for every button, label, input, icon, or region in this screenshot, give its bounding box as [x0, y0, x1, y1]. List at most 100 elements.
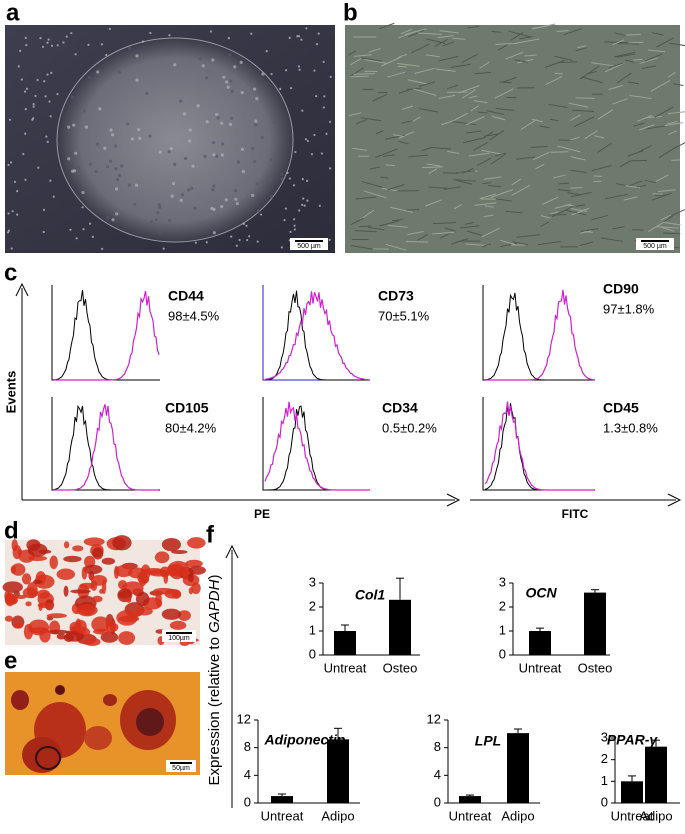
cell	[348, 50, 357, 56]
cell	[367, 226, 385, 231]
stain	[15, 594, 27, 600]
cell	[69, 228, 72, 231]
cell	[392, 218, 403, 222]
cell	[490, 189, 514, 199]
cell	[575, 97, 595, 99]
cell	[516, 156, 536, 160]
cell	[245, 224, 248, 227]
cell	[230, 116, 234, 120]
cell	[565, 209, 587, 216]
cell	[661, 226, 675, 232]
cell	[656, 226, 679, 229]
cell	[364, 59, 387, 64]
cell	[173, 63, 177, 67]
cell	[323, 95, 326, 98]
stain	[2, 581, 23, 593]
cell	[67, 157, 71, 161]
cell	[483, 131, 494, 139]
cell	[641, 65, 657, 69]
cell	[222, 75, 226, 79]
cell	[636, 184, 647, 188]
cell	[498, 43, 508, 51]
y-tick-label: 3	[499, 574, 506, 589]
cell	[72, 123, 76, 127]
cell	[196, 104, 200, 108]
cell	[629, 94, 652, 100]
cell	[557, 182, 569, 185]
cell	[381, 56, 402, 67]
x-tick-label: Adipo	[321, 808, 354, 823]
cell	[8, 118, 12, 121]
cell	[624, 59, 635, 63]
cell	[230, 235, 233, 238]
cell	[482, 182, 492, 185]
stain	[47, 629, 69, 635]
chart-title: Col1	[355, 587, 386, 603]
cell	[193, 206, 197, 210]
cell	[557, 145, 581, 153]
cell	[141, 40, 145, 43]
cell	[77, 166, 81, 170]
cell	[50, 44, 54, 47]
cell	[173, 162, 177, 166]
stain	[28, 555, 48, 562]
y-tick-label: 0	[601, 794, 608, 809]
cell	[495, 42, 518, 45]
cell	[533, 23, 556, 30]
cell	[626, 33, 641, 36]
cell	[484, 205, 494, 208]
cell	[361, 181, 384, 188]
stain	[187, 537, 206, 549]
cell	[100, 43, 104, 46]
cell	[318, 204, 321, 207]
stain	[63, 585, 69, 597]
stain	[83, 564, 103, 575]
cell	[149, 219, 154, 224]
cell	[240, 90, 244, 95]
cell	[280, 177, 284, 181]
cell	[34, 94, 37, 98]
cell	[49, 179, 52, 182]
cells	[6, 27, 332, 250]
cell	[293, 228, 296, 231]
cell	[644, 53, 663, 62]
micrograph-b	[345, 25, 680, 253]
cell	[363, 190, 387, 199]
cell	[101, 247, 104, 250]
stain	[21, 573, 32, 585]
label-part: GAPDH	[206, 579, 223, 633]
cell	[456, 179, 477, 182]
stain	[115, 565, 133, 578]
cell	[657, 189, 676, 193]
cell	[133, 202, 137, 207]
cell	[115, 212, 119, 216]
flow-axes	[15, 282, 682, 507]
cell	[407, 230, 424, 236]
cell	[392, 134, 405, 138]
cell	[380, 176, 389, 179]
cell	[462, 137, 486, 144]
marker-curve	[264, 401, 370, 491]
cell	[227, 37, 230, 40]
cell	[279, 87, 282, 90]
cell	[24, 108, 27, 111]
cell	[486, 110, 505, 115]
cell	[52, 195, 55, 198]
cell	[450, 238, 469, 245]
cell	[229, 79, 233, 83]
cell	[666, 120, 678, 125]
cell	[570, 169, 587, 173]
stain	[161, 608, 182, 620]
cell	[658, 146, 678, 159]
cell	[428, 186, 448, 189]
cell	[418, 81, 436, 88]
axis-label: Expression (relative to GAPDH)	[206, 575, 223, 786]
cell	[17, 65, 20, 68]
scale-text: 50µm	[172, 765, 190, 772]
cell	[616, 183, 626, 186]
cell	[106, 216, 110, 220]
cell	[667, 208, 685, 218]
cell	[398, 131, 415, 139]
cell	[360, 117, 382, 122]
